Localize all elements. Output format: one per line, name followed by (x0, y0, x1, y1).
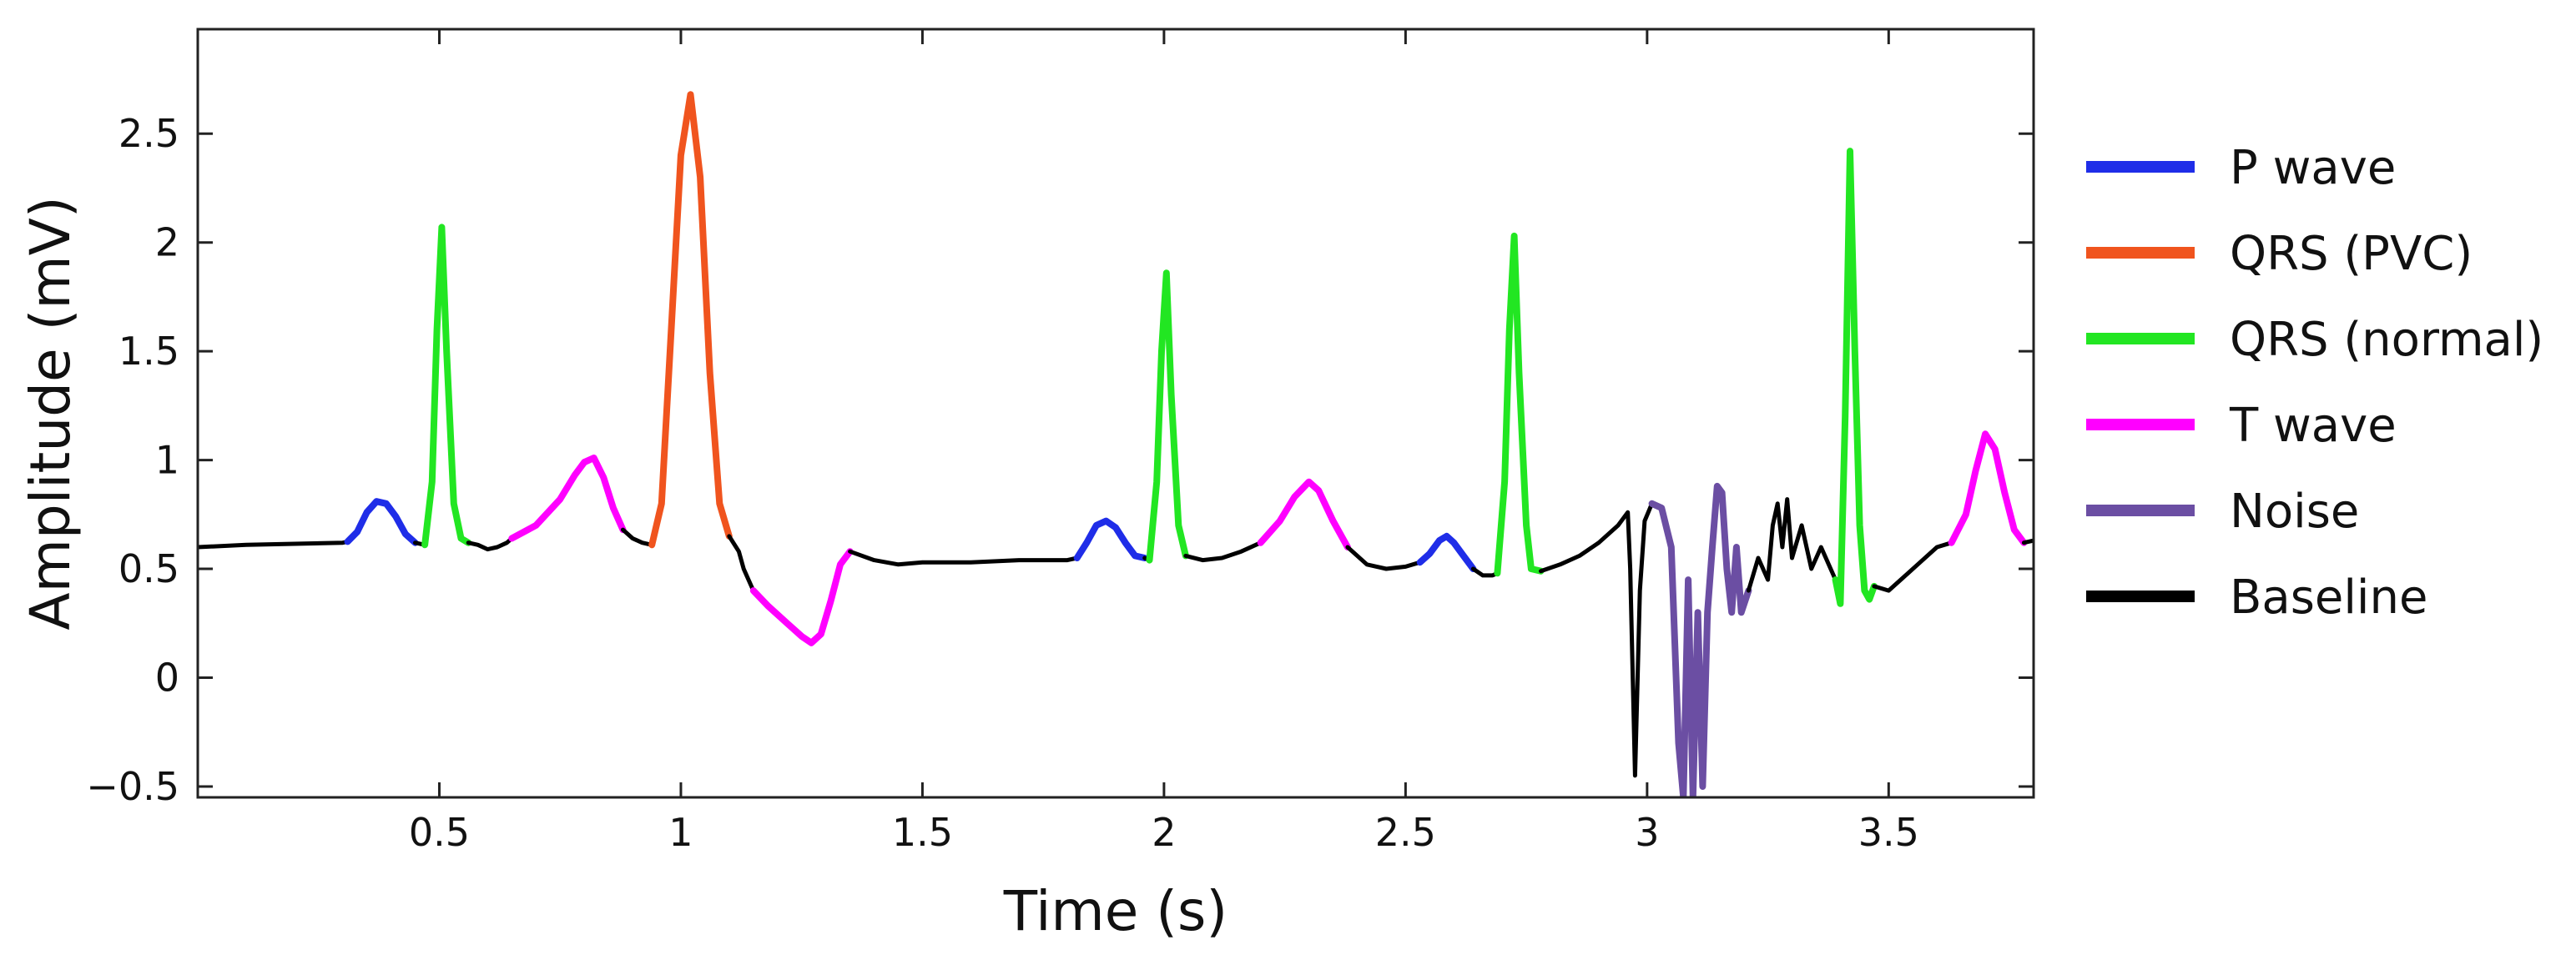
axis-ticks: 0.5 1 1.5 2 2.5 3 3.5 −0.5 0 0.5 1 1.5 2 2.5 (86, 29, 2034, 855)
legend: P wave QRS (PVC) QRS (normal) T wave Noise Ba… (2086, 141, 2543, 625)
legend-label-p-wave: P wave (2230, 141, 2396, 195)
segment-baseline (1345, 545, 1423, 571)
x-tick-label: 2.5 (1375, 810, 1436, 855)
segment-baseline (1183, 540, 1263, 563)
segment-qrs-normal (1494, 232, 1545, 577)
segment-qrs-pvc (648, 91, 733, 549)
segment-t-wave (508, 455, 627, 542)
x-tick-label: 1 (668, 810, 693, 855)
y-tick-label: 1 (155, 438, 179, 483)
segment-baseline (1470, 566, 1500, 578)
x-tick-label: 1.5 (892, 810, 953, 855)
segment-p-wave (1416, 532, 1477, 572)
segment-t-wave (1257, 478, 1351, 550)
segment-baseline (727, 534, 756, 593)
legend-label-baseline: Baseline (2230, 570, 2427, 625)
segment-qrs-normal (421, 224, 472, 549)
y-tick-label: 2.5 (118, 111, 179, 156)
segment-noise (1648, 482, 1752, 797)
x-tick-label: 2 (1152, 810, 1176, 855)
segment-p-wave (1073, 517, 1148, 561)
legend-label-qrs-pvc: QRS (PVC) (2230, 227, 2473, 281)
y-tick-label: 0.5 (118, 546, 179, 591)
x-tick-label: 0.5 (409, 810, 470, 855)
segment-p-wave (344, 498, 419, 546)
segment-baseline (1746, 497, 1838, 593)
segment-baseline (621, 527, 654, 547)
segment-baseline (2021, 538, 2034, 545)
legend-label-t-wave: T wave (2229, 399, 2397, 453)
y-tick-label: −0.5 (86, 764, 179, 809)
segment-qrs-normal (1832, 148, 1878, 607)
segment-baseline (1539, 501, 1655, 778)
segment-qrs-normal (1146, 269, 1189, 564)
legend-label-qrs-normal: QRS (normal) (2230, 313, 2543, 367)
x-axis-title: Time (s) (1003, 879, 1228, 943)
series-layer (198, 91, 2034, 797)
segment-t-wave (749, 548, 854, 646)
segment-t-wave (1948, 430, 2028, 546)
segment-baseline (848, 549, 1080, 567)
plot-frame (196, 28, 2035, 799)
segment-baseline (466, 536, 514, 552)
y-axis-title: Amplitude (mV) (18, 196, 83, 630)
y-tick-label: 2 (155, 220, 179, 265)
segment-baseline (1872, 540, 1954, 593)
y-tick-label: 0 (155, 656, 179, 701)
segment-baseline (198, 539, 350, 550)
x-tick-label: 3 (1635, 810, 1659, 855)
y-tick-label: 1.5 (118, 329, 179, 374)
x-tick-label: 3.5 (1858, 810, 1919, 855)
legend-label-noise: Noise (2230, 485, 2359, 539)
